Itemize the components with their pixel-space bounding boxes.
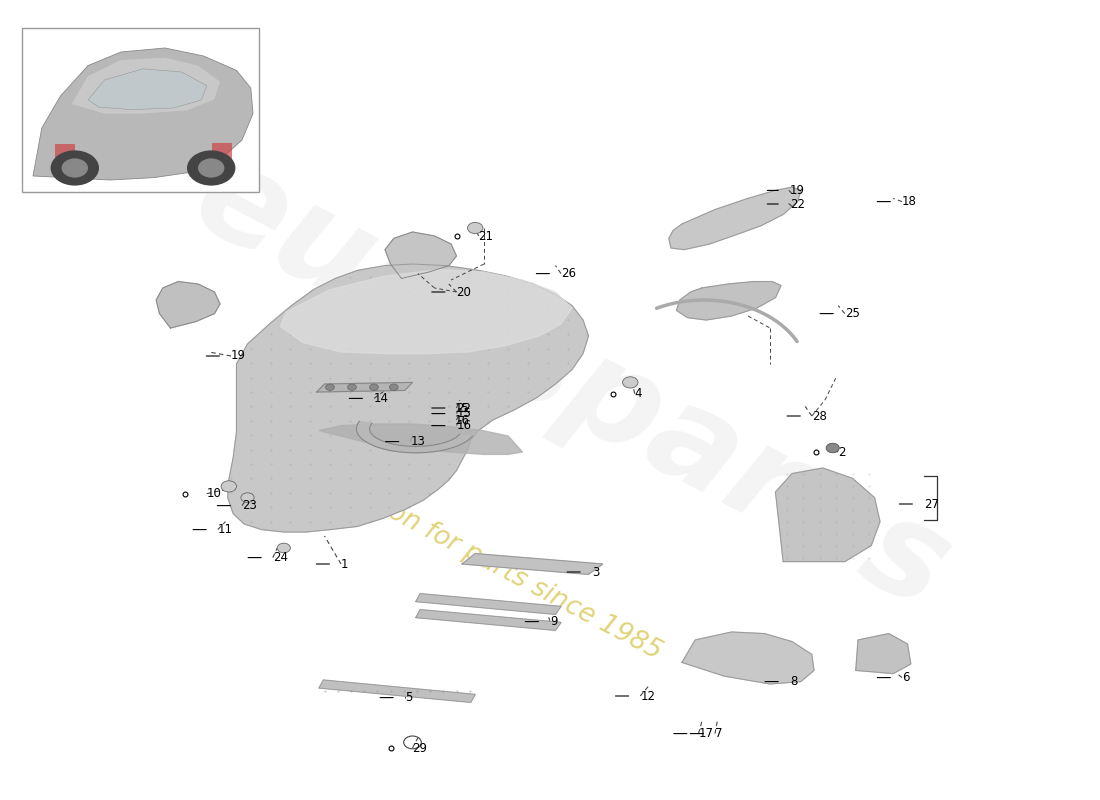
Text: 6: 6 [902, 671, 910, 684]
Text: 16: 16 [454, 414, 470, 426]
Polygon shape [356, 422, 472, 453]
Text: 10: 10 [207, 487, 222, 500]
Polygon shape [156, 282, 220, 328]
Circle shape [62, 158, 88, 178]
Text: 19: 19 [790, 184, 805, 197]
Text: 15: 15 [454, 402, 470, 414]
Text: 26: 26 [561, 267, 576, 280]
Circle shape [370, 384, 378, 390]
Text: 2: 2 [838, 446, 846, 458]
Polygon shape [317, 382, 412, 392]
Circle shape [241, 493, 254, 502]
Text: 4: 4 [635, 387, 642, 400]
Text: 15: 15 [456, 407, 472, 420]
Polygon shape [280, 270, 572, 354]
Polygon shape [776, 468, 880, 562]
Text: 1: 1 [341, 558, 349, 570]
Text: 14: 14 [374, 392, 389, 405]
Circle shape [198, 158, 224, 178]
Bar [212, 143, 232, 166]
Text: 22: 22 [456, 402, 472, 414]
Text: eurospares: eurospares [174, 132, 970, 636]
Text: 17: 17 [698, 727, 714, 740]
Text: a passion for parts since 1985: a passion for parts since 1985 [302, 455, 666, 665]
Text: 21: 21 [478, 230, 494, 242]
Text: 5: 5 [405, 691, 412, 704]
Text: 28: 28 [812, 410, 827, 422]
Polygon shape [228, 264, 588, 532]
Polygon shape [319, 424, 522, 454]
Circle shape [389, 384, 398, 390]
Text: 22: 22 [790, 198, 805, 210]
Text: 23: 23 [242, 499, 257, 512]
Polygon shape [385, 232, 456, 278]
Circle shape [623, 377, 638, 388]
Text: 12: 12 [640, 690, 656, 702]
Circle shape [326, 384, 334, 390]
Text: 11: 11 [218, 523, 233, 536]
Circle shape [277, 543, 290, 553]
Text: 24: 24 [273, 551, 288, 564]
Circle shape [348, 384, 356, 390]
Bar [55, 144, 75, 168]
Circle shape [826, 443, 839, 453]
Polygon shape [33, 48, 253, 180]
Text: 25: 25 [845, 307, 860, 320]
Polygon shape [669, 187, 801, 250]
Text: 19: 19 [231, 350, 246, 362]
Text: 29: 29 [412, 742, 428, 754]
Bar [22, 28, 258, 192]
Polygon shape [462, 554, 603, 574]
Text: 18: 18 [902, 195, 917, 208]
Polygon shape [856, 634, 911, 674]
Polygon shape [72, 58, 220, 114]
Polygon shape [676, 282, 781, 320]
Text: 20: 20 [456, 286, 472, 298]
Polygon shape [319, 680, 475, 702]
Text: 16: 16 [456, 419, 472, 432]
Text: 7: 7 [715, 727, 723, 740]
Text: 27: 27 [924, 498, 939, 510]
Polygon shape [416, 610, 561, 630]
Text: 9: 9 [550, 615, 558, 628]
Polygon shape [416, 594, 561, 614]
Polygon shape [88, 69, 207, 110]
Text: 13: 13 [410, 435, 426, 448]
Circle shape [221, 481, 236, 492]
Polygon shape [682, 632, 814, 684]
Text: 8: 8 [790, 675, 798, 688]
Circle shape [51, 150, 99, 186]
Text: 3: 3 [592, 566, 600, 578]
Circle shape [187, 150, 235, 186]
Circle shape [468, 222, 483, 234]
